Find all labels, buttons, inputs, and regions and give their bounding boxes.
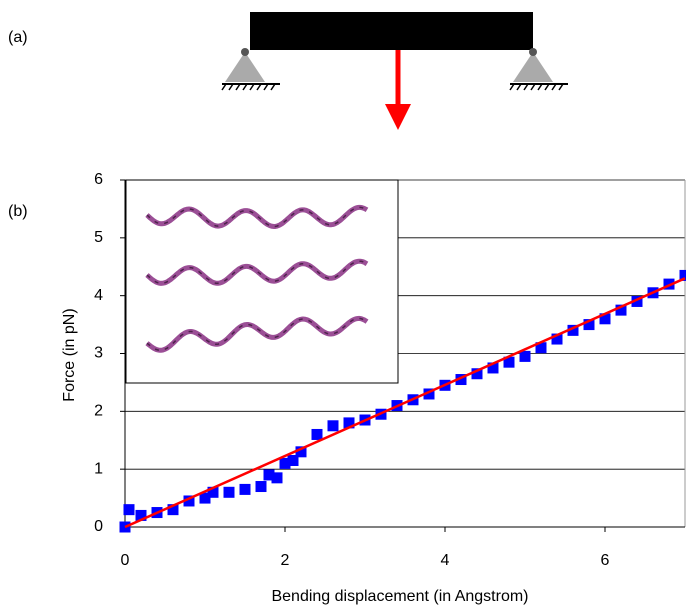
y-tick-label: 1 (94, 460, 103, 477)
y-axis-label: Force (in pN) (61, 308, 78, 401)
hatch (221, 83, 276, 91)
pin (241, 48, 249, 56)
helix-shade (146, 206, 368, 228)
point (423, 388, 435, 400)
x-tick-label: 2 (281, 552, 290, 569)
y-tick-label: 3 (94, 345, 103, 362)
helix (145, 315, 369, 353)
point (567, 324, 579, 336)
fit-line (124, 277, 686, 529)
point (615, 304, 627, 316)
point (271, 472, 283, 484)
y-tick-label: 5 (94, 229, 103, 246)
point (183, 495, 195, 507)
point (599, 313, 611, 325)
x-tick-label: 0 (121, 552, 130, 569)
point (263, 469, 275, 481)
point (135, 509, 147, 521)
point (519, 350, 531, 362)
support (225, 52, 265, 82)
point (583, 319, 595, 331)
point (503, 356, 515, 368)
point (455, 374, 467, 386)
point (123, 504, 135, 516)
helix-shade (146, 260, 368, 285)
pin (529, 48, 537, 56)
point (551, 333, 563, 345)
point (207, 486, 219, 498)
point (631, 295, 643, 307)
point (679, 269, 686, 281)
point (487, 362, 499, 374)
force-arrow-head (385, 104, 411, 130)
point (167, 504, 179, 516)
panel-label: (a) (8, 29, 28, 46)
point (311, 428, 323, 440)
y-tick-label: 6 (94, 171, 103, 188)
x-tick-label: 4 (441, 552, 450, 569)
support (513, 52, 553, 82)
hatch (509, 83, 564, 91)
point (287, 454, 299, 466)
point (223, 486, 235, 498)
point (471, 368, 483, 380)
plot: 0 1 2 3 4 5 6 0 2 4 6 (94, 171, 686, 569)
y-tick-label: 0 (94, 518, 103, 535)
x-axis-label: Bending displacement (in Angstrom) (271, 588, 528, 605)
point (295, 446, 307, 458)
point (279, 457, 291, 469)
point (535, 342, 547, 354)
panel-label: (b) (8, 203, 28, 220)
point (199, 492, 211, 504)
y-tick-label: 2 (94, 403, 103, 420)
point (239, 483, 251, 495)
x-tick-label: 6 (601, 552, 610, 569)
y-tick-label: 4 (94, 287, 103, 304)
beam (250, 12, 533, 50)
point (343, 417, 355, 429)
beam-schematic (221, 12, 568, 130)
point (327, 420, 339, 432)
point (255, 481, 267, 493)
